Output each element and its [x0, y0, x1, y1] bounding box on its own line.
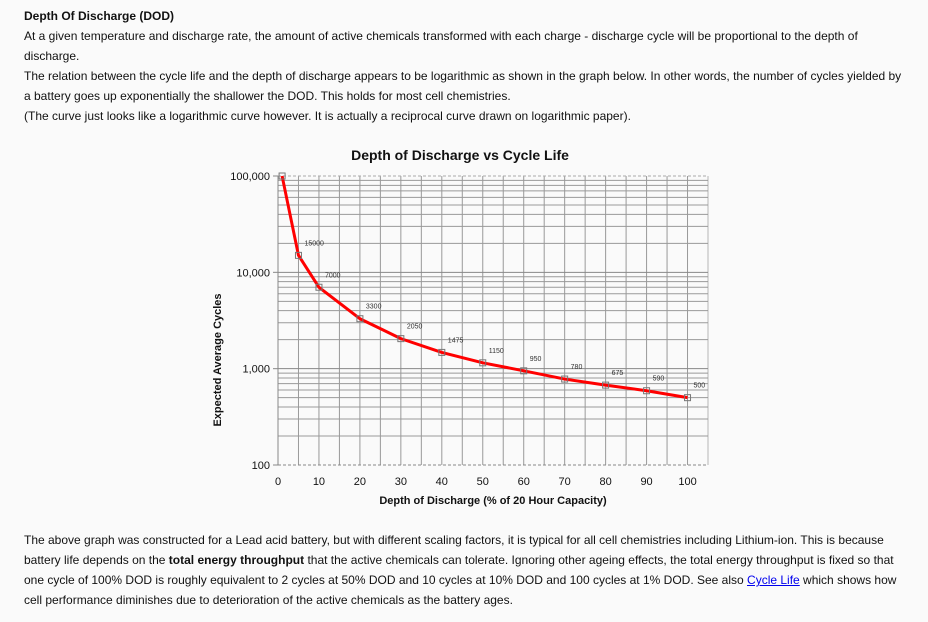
paragraph: At a given temperature and discharge rat…: [24, 29, 858, 63]
x-axis: 0 10 20 30 40 50 60 70 80 90 100: [275, 476, 697, 488]
x-tick-label: 30: [395, 476, 407, 488]
y-tick-label: 1,000: [242, 364, 270, 376]
text: which shows how cell performance diminis…: [24, 573, 897, 607]
data-label: 1475: [448, 337, 464, 344]
data-point-marker: [520, 367, 528, 375]
y-tick-label: 100,000: [230, 171, 270, 183]
y-axis: 100 1,000 10,000 100,000: [230, 171, 278, 472]
x-tick-label: 80: [599, 476, 611, 488]
chart-title: Depth of Discharge vs Cycle Life: [351, 147, 569, 163]
data-label: 675: [612, 370, 624, 377]
y-tick-label: 10,000: [236, 267, 270, 279]
data-point-marker: [643, 387, 651, 395]
data-point-marker: [479, 359, 487, 367]
series-cycles: 15000 7000 3300 2050 1475 1150 950 780 675 590 500: [278, 172, 706, 402]
x-tick-label: 60: [518, 476, 530, 488]
x-axis-label: Depth of Discharge (% of 20 Hour Capacit…: [379, 495, 607, 507]
data-label: 500: [694, 383, 706, 390]
x-tick-label: 40: [436, 476, 448, 488]
cycle-life-link[interactable]: Cycle Life: [747, 573, 800, 587]
data-label: 15000: [304, 240, 324, 247]
paragraph: (The curve just looks like a logarithmic…: [24, 109, 631, 123]
chart-grid: [277, 175, 709, 466]
data-point-marker: [278, 172, 286, 180]
x-tick-label: 90: [640, 476, 652, 488]
paragraph: The relation between the cycle life and …: [24, 69, 902, 103]
y-axis-label: Expected Average Cycles: [212, 293, 224, 426]
data-label: 950: [530, 356, 542, 363]
data-point-marker: [294, 251, 302, 259]
paragraph: The above graph was constructed for a Le…: [24, 530, 904, 610]
data-point-marker: [602, 381, 610, 389]
x-tick-label: 70: [559, 476, 571, 488]
data-point-marker: [561, 375, 569, 383]
series-line: [280, 175, 688, 400]
x-tick-label: 100: [678, 476, 696, 488]
data-point-marker: [356, 315, 364, 323]
data-point-marker: [684, 394, 692, 402]
explanation-section: The above graph was constructed for a Le…: [24, 530, 904, 610]
data-label: 2050: [407, 324, 423, 331]
section-heading: Depth Of Discharge (DOD): [24, 9, 175, 23]
text: The above graph was constructed for a Le…: [24, 533, 884, 567]
dod-cycle-life-chart: Depth of Discharge vs Cycle Life 1001,00…: [212, 147, 709, 507]
data-label: 1150: [489, 348, 504, 355]
text: that the active chemicals can tolerate. …: [24, 553, 894, 587]
x-tick-label: 20: [354, 476, 366, 488]
data-point-marker: [397, 335, 405, 343]
data-point-marker: [315, 283, 323, 291]
intro-section: Depth Of Discharge (DOD) At a given temp…: [24, 6, 904, 126]
y-tick-label: 100: [252, 460, 270, 472]
data-label: 7000: [325, 272, 341, 279]
data-point-marker: [438, 348, 446, 356]
x-tick-label: 10: [313, 476, 325, 488]
x-tick-label: 0: [275, 476, 281, 488]
bold-term: total energy throughput: [168, 553, 305, 567]
data-label: 590: [653, 376, 665, 383]
data-label: 780: [571, 364, 583, 371]
data-label: 3300: [366, 304, 382, 311]
x-tick-label: 50: [477, 476, 489, 488]
